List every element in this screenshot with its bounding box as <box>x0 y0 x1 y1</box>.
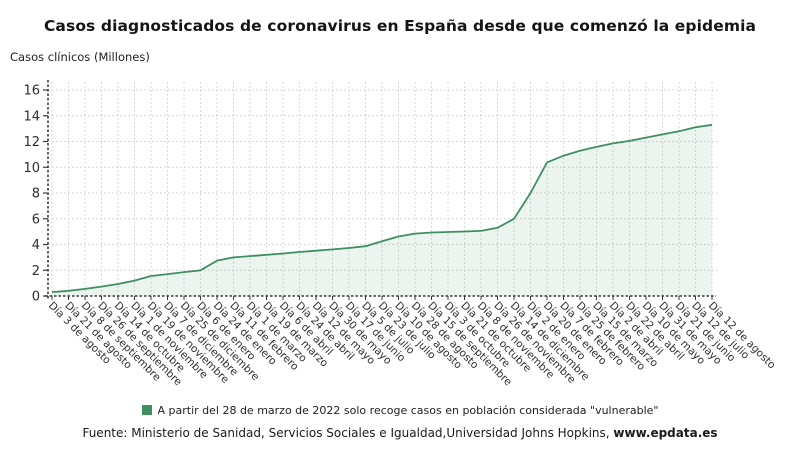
series-line <box>51 123 713 293</box>
y-tick-label: 2 <box>32 264 40 279</box>
source-line: Fuente: Ministerio de Sanidad, Servicios… <box>0 426 800 440</box>
y-tick-label: 0 <box>32 290 40 305</box>
legend: A partir del 28 de marzo de 2022 solo re… <box>0 404 800 417</box>
legend-label: A partir del 28 de marzo de 2022 solo re… <box>157 404 659 417</box>
series-area <box>52 124 712 296</box>
y-tick-label: 12 <box>23 135 40 150</box>
y-tick-label: 8 <box>32 187 40 202</box>
source-text: Fuente: Ministerio de Sanidad, Servicios… <box>82 426 614 440</box>
chart-title: Casos diagnosticados de coronavirus en E… <box>43 17 757 35</box>
y-tick-label: 6 <box>32 212 40 227</box>
y-tick-label: 14 <box>23 109 40 124</box>
y-tick-label: 4 <box>32 238 40 253</box>
y-tick-label: 10 <box>23 161 40 176</box>
source-site: www.epdata.es <box>613 426 718 440</box>
legend-marker-swatch <box>141 405 152 415</box>
y-tick-label: 16 <box>23 84 40 99</box>
y-axis-title: Casos clínicos (Millones) <box>10 50 150 64</box>
